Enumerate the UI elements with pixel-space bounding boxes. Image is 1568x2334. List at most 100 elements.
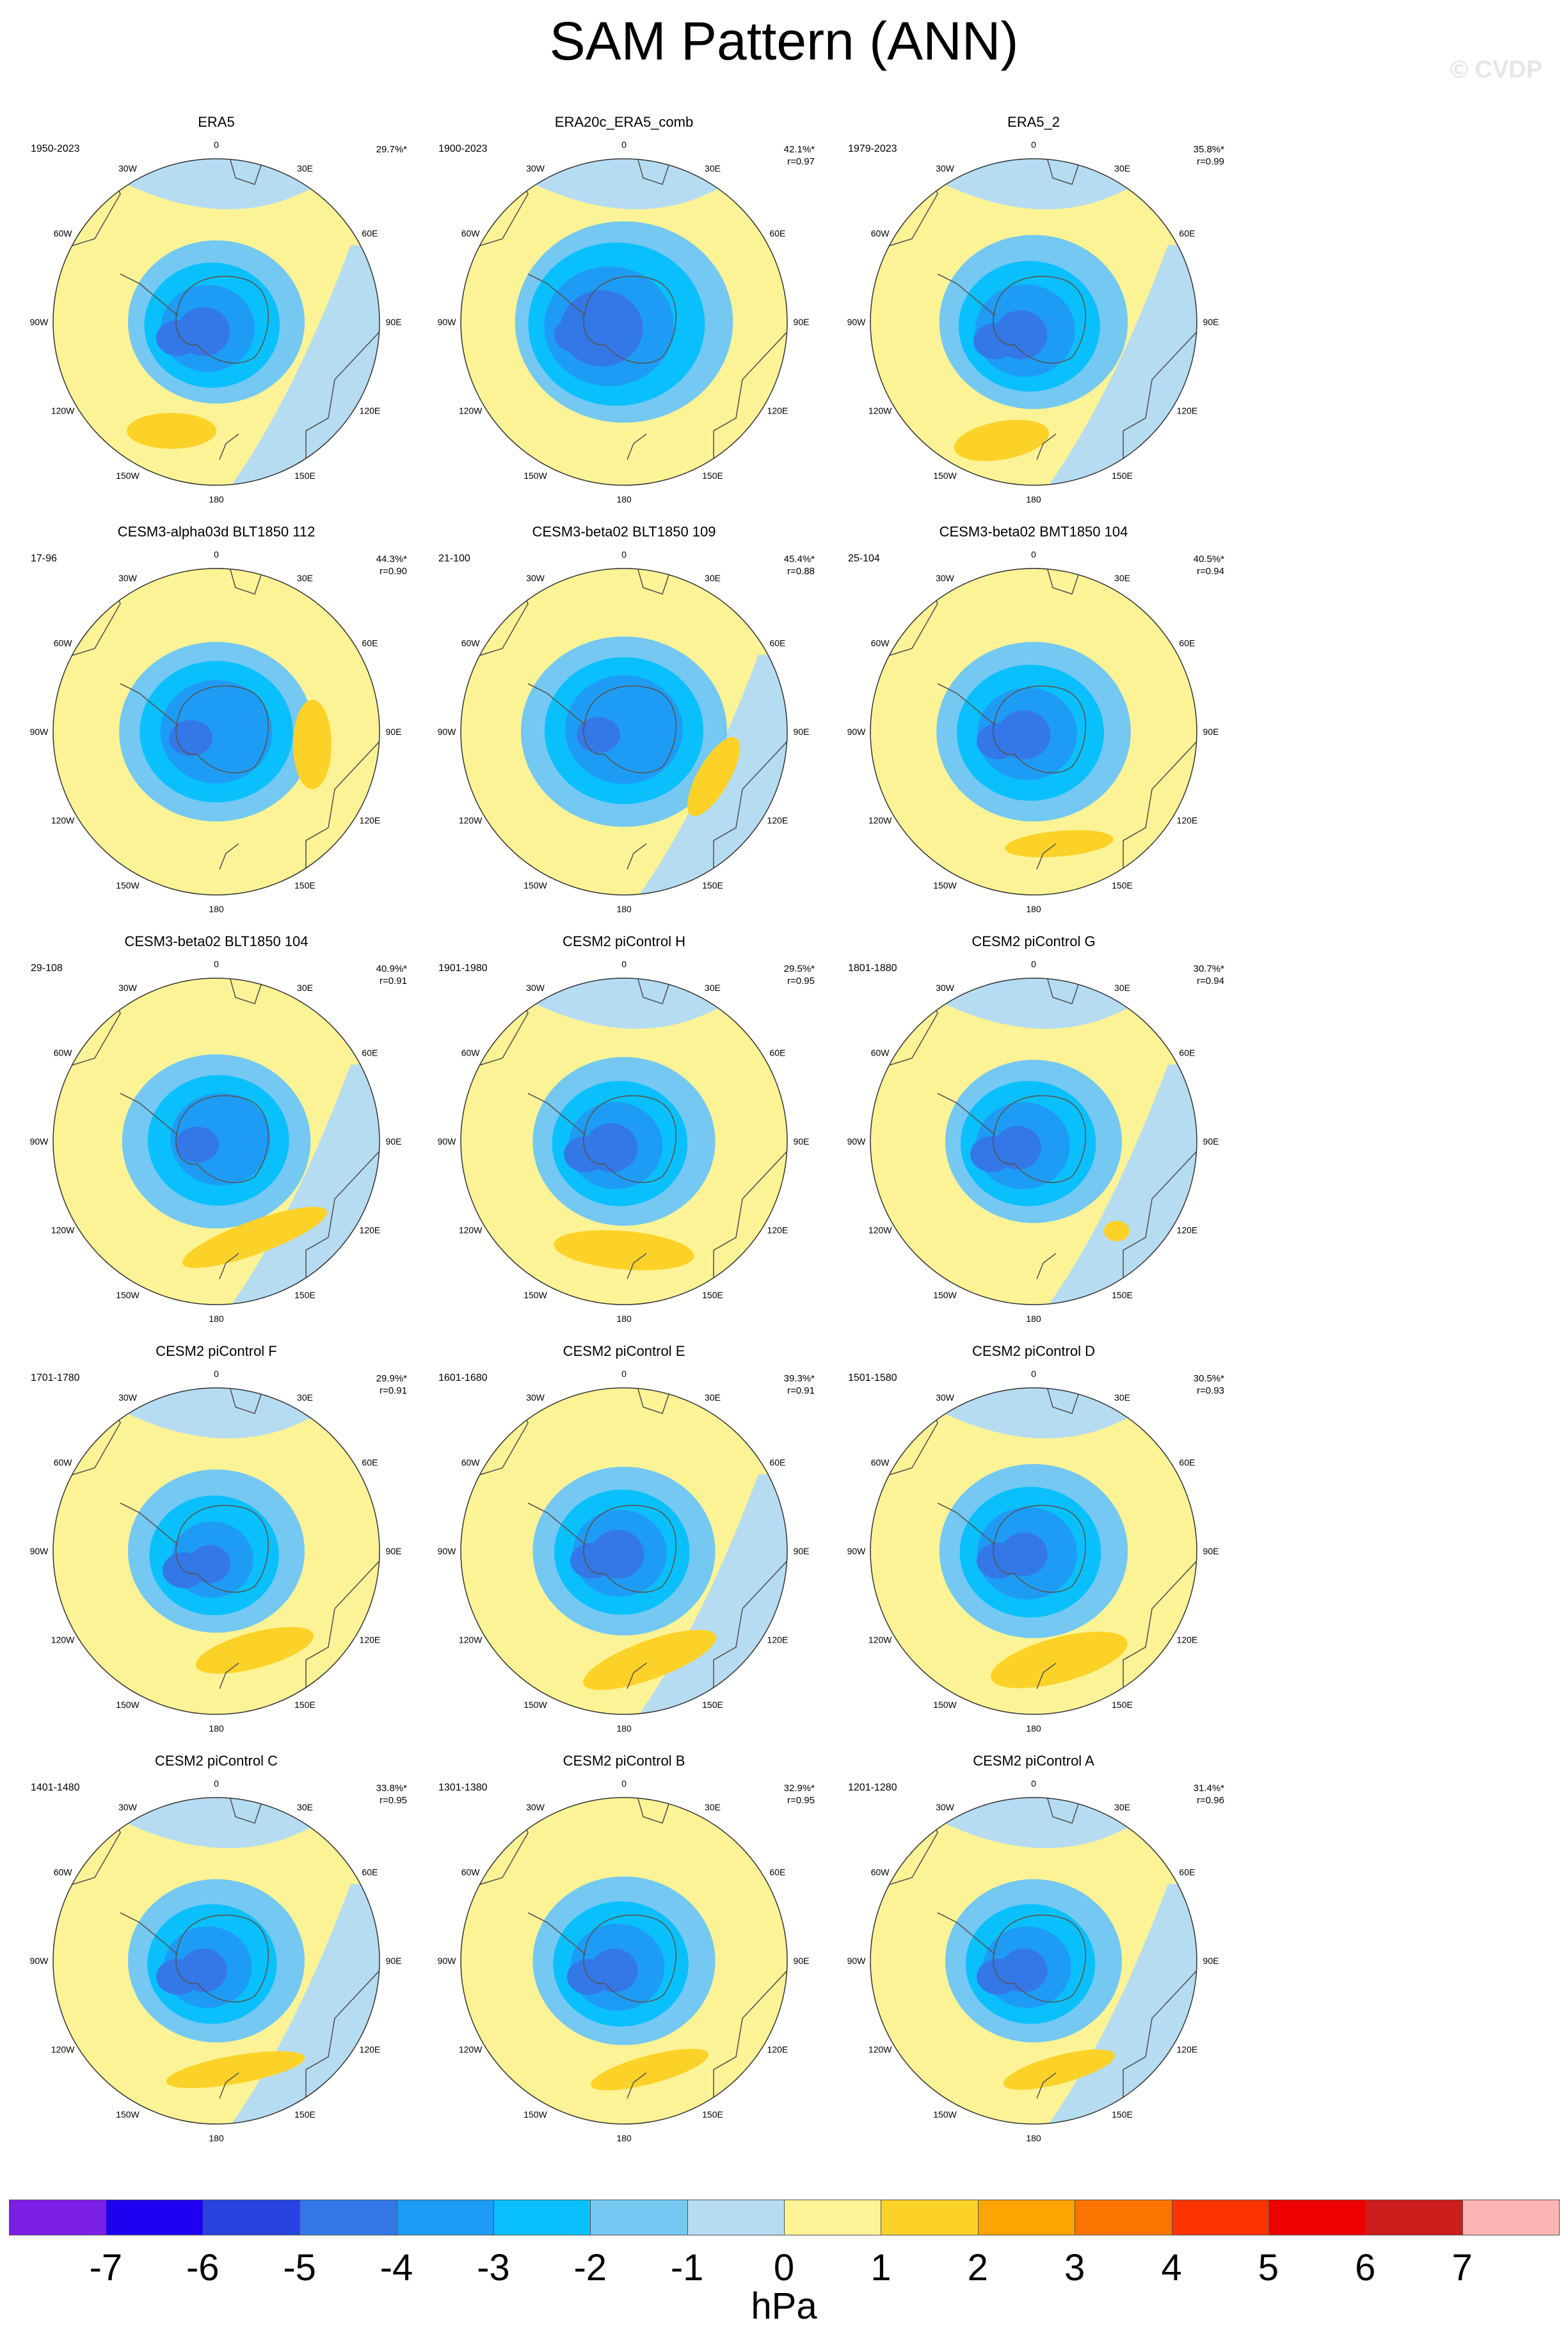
low-pressure-centre: [564, 1136, 607, 1172]
longitude-label: 90W: [438, 317, 457, 327]
map-boundary: [870, 1797, 1197, 2125]
longitude-label: 150E: [702, 2109, 723, 2120]
negative-anomaly-band: [870, 1388, 1197, 1438]
antarctica-coastline: [583, 1095, 676, 1183]
longitude-label: 30W: [526, 1802, 545, 1812]
pattern-correlation: r=0.93: [1197, 1385, 1224, 1396]
longitude-label: 90W: [30, 1956, 49, 1966]
panel-title: CESM3-beta02 BLT1850 109: [532, 524, 716, 540]
panel-stats: 30.5%* r=0.93: [1194, 1372, 1224, 1397]
variance-explained: 40.5%*: [1193, 554, 1224, 565]
panel-period: 1950-2023: [31, 143, 80, 154]
longitude-label: 180: [1026, 1723, 1041, 1734]
new-zealand-coastline: [1036, 843, 1057, 870]
antarctica-coastline: [993, 275, 1086, 364]
longitude-label: 150E: [1112, 880, 1133, 890]
polar-map: 0 30E 60E 90E 120E 150E 180 150W 120W 90W 60W 30W: [30, 549, 402, 914]
longitude-label: 180: [1026, 494, 1041, 504]
longitude-label: 120E: [767, 2045, 788, 2055]
variance-explained: 32.9%*: [783, 1783, 815, 1794]
longitude-label: 120W: [459, 2045, 483, 2055]
longitude-label: 150W: [116, 1700, 140, 1710]
longitude-label: 30E: [705, 983, 721, 993]
longitude-label: 90E: [386, 1956, 402, 1966]
pattern-correlation: r=0.94: [1197, 976, 1224, 986]
longitude-label: 90E: [386, 727, 402, 737]
low-pressure-centre: [970, 1136, 1014, 1172]
map-boundary: [460, 978, 788, 1305]
longitude-label: 30E: [705, 1802, 721, 1812]
map-panel: 0 30E 60E 90E 120E 150E 180 150W 120W 90W 60W 30W CE…: [12, 1343, 421, 1734]
antarctic-peninsula-coastline: [120, 273, 179, 316]
colorbar-tick-label: -5: [283, 2247, 316, 2289]
polar-map: 0 30E 60E 90E 120E 150E 180 150W 120W 90W 60W 30W: [438, 1369, 810, 1734]
antarctic-peninsula-coastline: [527, 1912, 586, 1955]
new-zealand-coastline: [219, 843, 239, 870]
longitude-label: 90E: [386, 1136, 402, 1147]
panel-stats: 29.7%*: [376, 143, 407, 156]
antarctic-peninsula-coastline: [527, 273, 586, 316]
longitude-label: 120E: [767, 816, 788, 826]
antarctic-peninsula-coastline: [937, 273, 996, 316]
longitude-label: 30E: [297, 1802, 313, 1812]
pattern-correlation: r=0.94: [1197, 566, 1224, 577]
low-pressure-centre: [156, 320, 200, 356]
pattern-correlation: r=0.88: [787, 566, 815, 577]
panel-title: CESM3-alpha03d BLT1850 112: [117, 524, 316, 540]
colorbar-tick-label: -6: [186, 2247, 220, 2289]
variance-explained: 31.4%*: [1193, 1783, 1224, 1794]
australia-coastline: [713, 1967, 787, 2124]
negative-anomaly-contour: [160, 680, 273, 784]
new-zealand-coastline: [627, 2072, 647, 2099]
longitude-label: 120E: [1177, 816, 1198, 826]
map-boundary: [460, 158, 788, 486]
africa-coastline: [636, 568, 673, 595]
antarctic-peninsula-coastline: [937, 1912, 996, 1955]
longitude-label: 30W: [526, 163, 545, 173]
longitude-label: 120E: [1177, 406, 1198, 416]
longitude-label: 150W: [524, 471, 547, 481]
longitude-label: 90E: [1203, 1956, 1219, 1966]
longitude-label: 150W: [933, 880, 957, 890]
variance-explained: 35.8%*: [1193, 144, 1224, 155]
longitude-label: 60E: [769, 1048, 785, 1058]
map-panel: 0 30E 60E 90E 120E 150E 180 150W 120W 90W 60W 30W CE…: [419, 524, 829, 914]
map-boundary: [460, 1387, 788, 1715]
longitude-label: 150E: [294, 2109, 316, 2120]
positive-anomaly-patch: [1005, 830, 1114, 858]
panel-period: 1801-1880: [848, 963, 897, 974]
negative-anomaly-band: [461, 159, 787, 209]
longitude-label: 90E: [794, 727, 810, 737]
africa-coastline: [1046, 978, 1082, 1005]
longitude-label: 180: [209, 1723, 224, 1734]
antarctica-coastline: [175, 1914, 269, 2002]
longitude-label: 60W: [871, 1458, 890, 1468]
africa-coastline: [636, 1388, 673, 1415]
polar-map: 0 30E 60E 90E 120E 150E 180 150W 120W 90W 60W 30W: [847, 140, 1219, 504]
longitude-label: 150E: [1112, 471, 1133, 481]
negative-anomaly-band: [870, 1798, 1197, 1848]
panel-stats: 44.3%* r=0.90: [376, 553, 407, 577]
longitude-label: 150W: [116, 880, 140, 890]
antarctic-peninsula-coastline: [937, 1502, 996, 1545]
map-boundary: [52, 568, 380, 896]
longitude-label: 120E: [767, 1635, 788, 1645]
longitude-label: 180: [209, 494, 224, 504]
colorbar-swatch: [1268, 2200, 1366, 2235]
longitude-label: 60E: [362, 638, 378, 648]
panel-title: CESM2 piControl F: [156, 1343, 277, 1359]
africa-coastline: [636, 1798, 673, 1824]
longitude-label: 0: [621, 959, 627, 969]
pattern-correlation: r=0.90: [380, 566, 407, 577]
longitude-label: 150W: [933, 2109, 957, 2120]
longitude-label: 60W: [461, 1048, 481, 1058]
colorbar-tick-label: 4: [1161, 2247, 1182, 2289]
polar-map: 0 30E 60E 90E 120E 150E 180 150W 120W 90W 60W 30W: [847, 1778, 1219, 2143]
colorbar-tick-label: 0: [773, 2247, 795, 2289]
longitude-label: 180: [616, 494, 632, 504]
longitude-label: 180: [616, 1723, 632, 1734]
longitude-label: 180: [616, 2133, 632, 2143]
antarctic-peninsula-coastline: [937, 1093, 996, 1136]
australia-coastline: [1123, 328, 1197, 485]
map-boundary: [52, 978, 380, 1305]
